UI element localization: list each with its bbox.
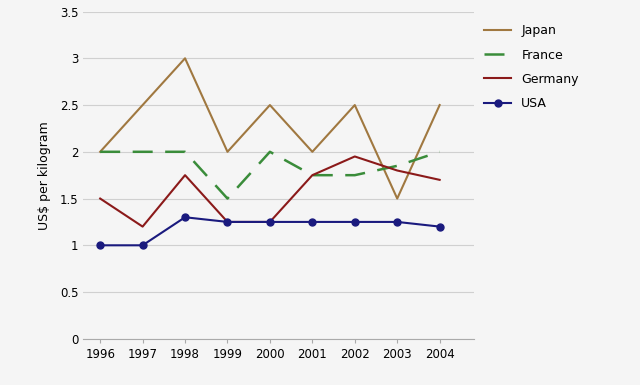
Y-axis label: US$ per kilogram: US$ per kilogram xyxy=(38,121,51,229)
Legend: Japan, France, Germany, USA: Japan, France, Germany, USA xyxy=(484,24,579,110)
